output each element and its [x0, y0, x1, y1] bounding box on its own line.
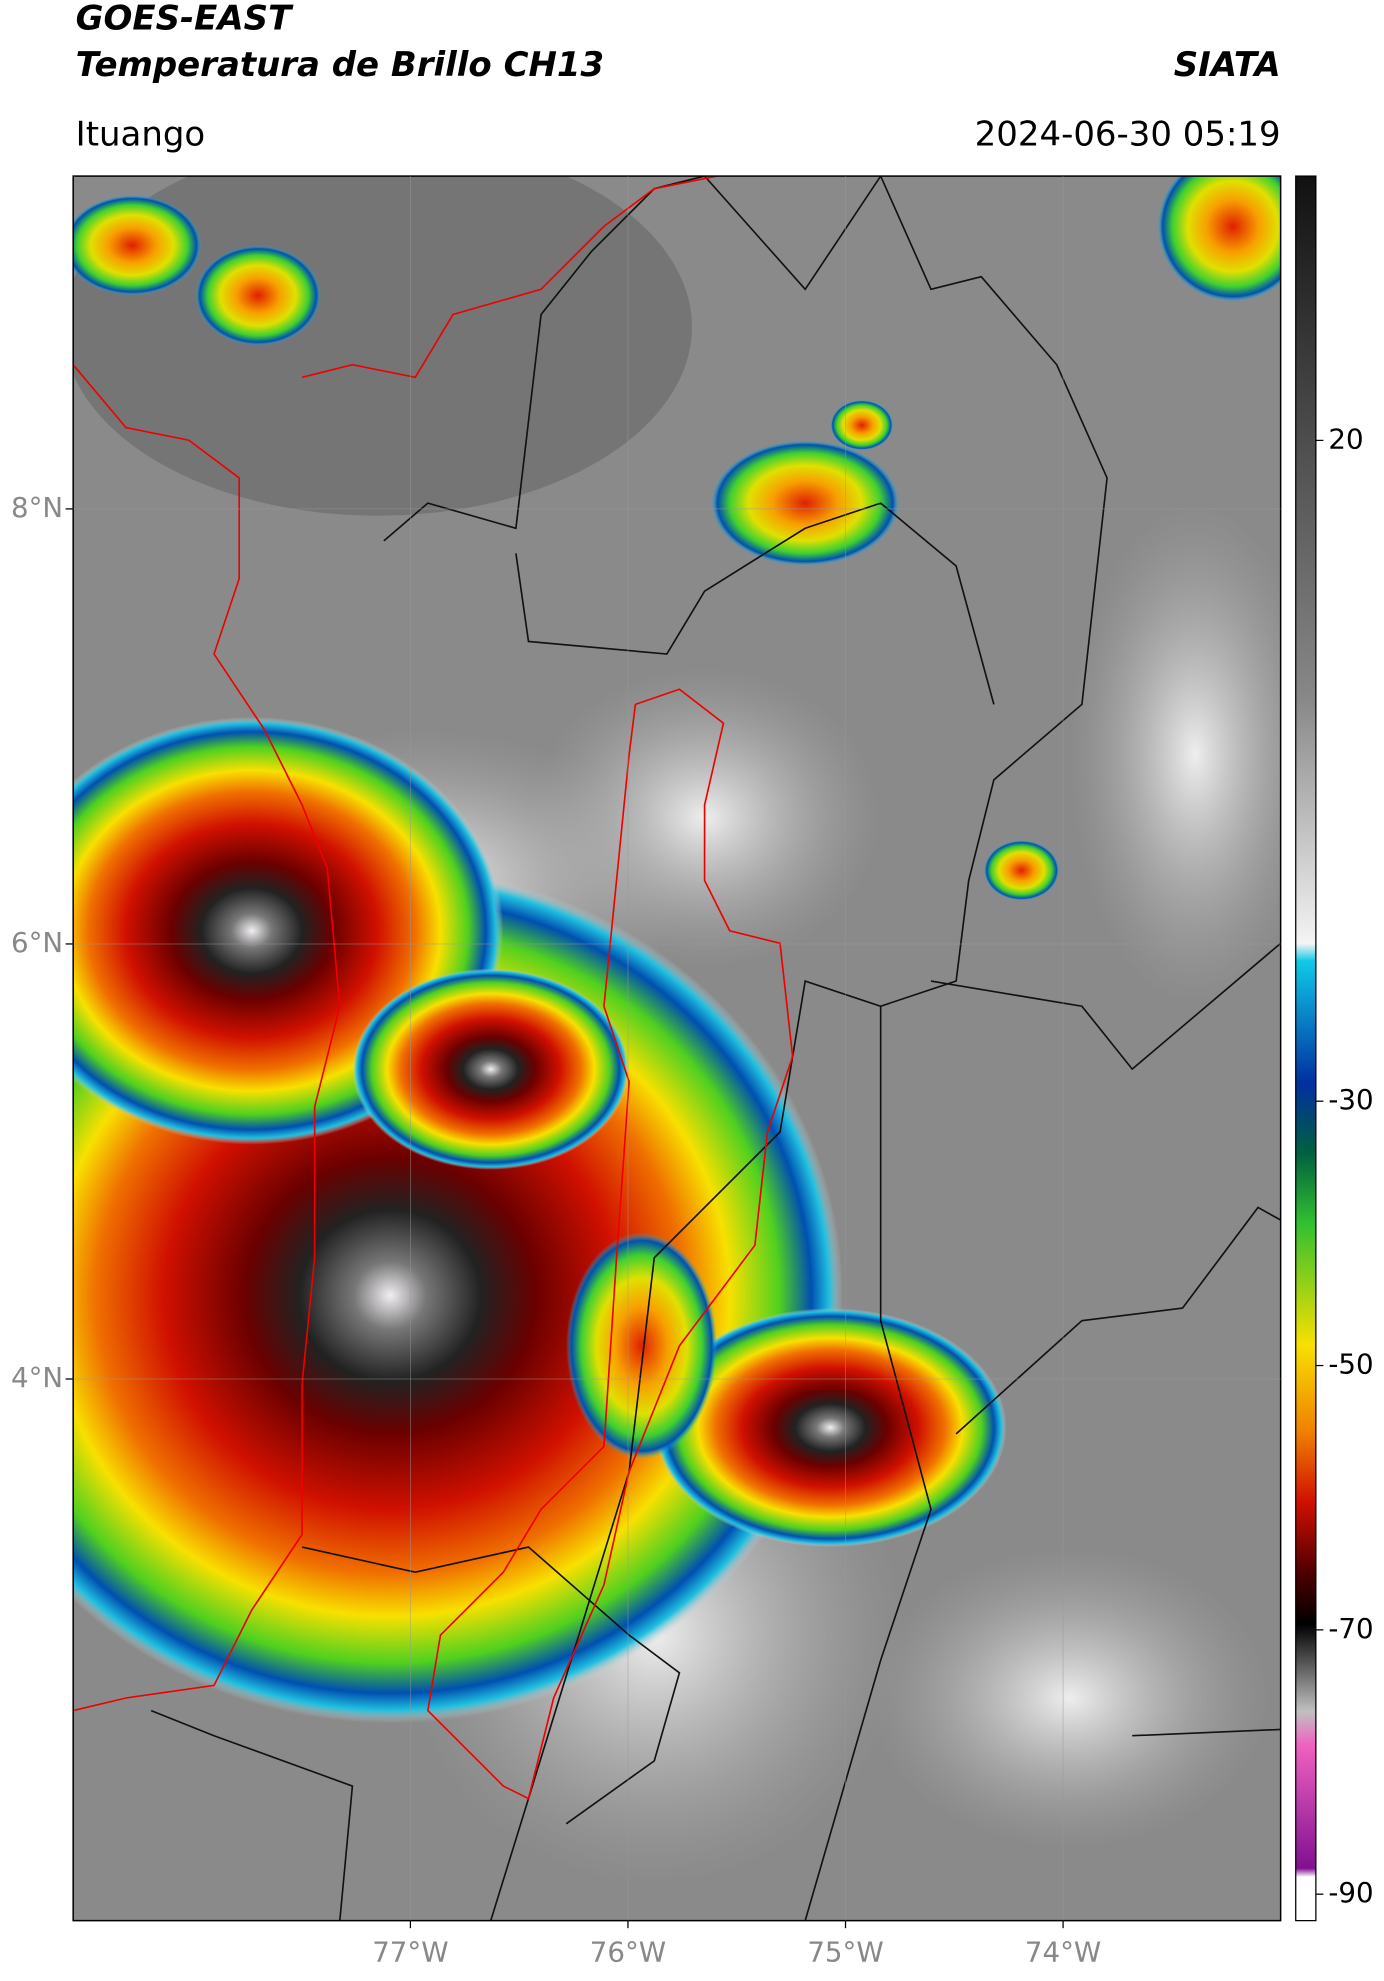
location: Ituango — [76, 114, 206, 154]
x-tick-label: 74°W — [1025, 1935, 1101, 1968]
x-tick-label: 76°W — [590, 1935, 666, 1968]
x-tick-label: 75°W — [807, 1935, 883, 1968]
y-tick-label: 4°N — [11, 1361, 63, 1394]
satellite-image — [73, 176, 1281, 1921]
subtitle: Temperatura de Brillo CH13 — [76, 45, 604, 85]
x-tick-label: 77°W — [372, 1935, 448, 1968]
y-tick-label: 8°N — [11, 491, 63, 524]
colorbar-tick-label: -30 — [1328, 1083, 1373, 1116]
colorbar-tick-label: -50 — [1328, 1348, 1373, 1381]
y-tick-label: 6°N — [11, 926, 63, 959]
datetime: 2024-06-30 05:19 — [975, 114, 1281, 154]
colorbar-tick-label: 20 — [1328, 422, 1363, 455]
title: GOES-EAST — [76, 0, 294, 39]
colorbar — [1295, 175, 1317, 1922]
map-frame — [72, 175, 1282, 1922]
colorbar-tick-label: -90 — [1328, 1876, 1373, 1909]
source: SIATA — [1174, 45, 1281, 85]
colorbar-tick-label: -70 — [1328, 1612, 1373, 1645]
